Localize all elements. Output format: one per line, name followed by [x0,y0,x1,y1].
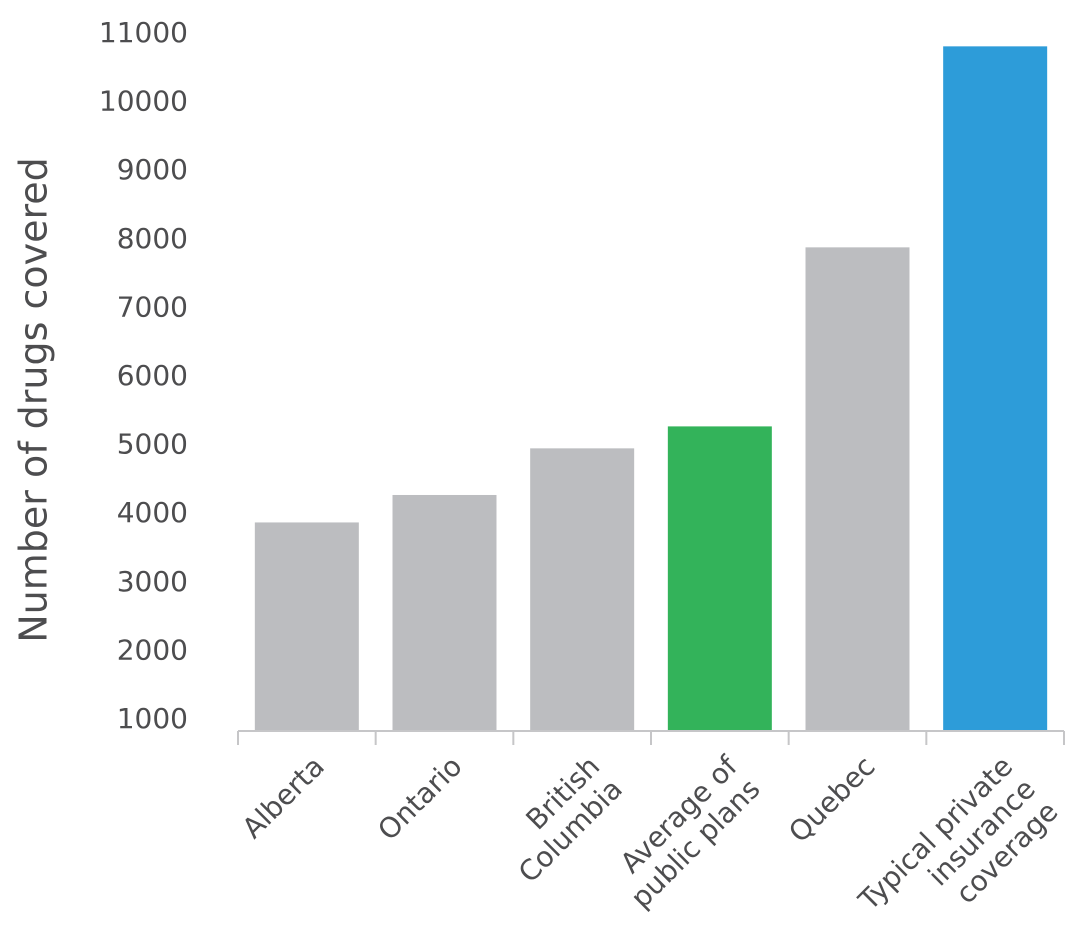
y-tick-label: 11000 [99,16,188,49]
x-tick-label-line: Alberta [236,750,331,845]
y-tick-label: 2000 [117,633,188,666]
y-axis-ticks: 1000 2000 3000 4000 5000 6000 7000 8000 9000 1000… [99,16,188,735]
bar [805,247,910,731]
y-tick-label: 1000 [117,702,188,735]
bar [943,46,1048,731]
x-tick-label-line: Ontario [371,750,468,847]
y-tick-label: 9000 [117,153,188,186]
y-tick-label: 5000 [117,428,188,461]
x-axis [237,730,1065,745]
x-tick-label: Average ofpublic plans [602,749,768,915]
y-tick-label: 6000 [117,359,188,392]
x-tick-label: Alberta [236,750,331,845]
bar [667,426,772,731]
x-tick-label: BritishColumbia [489,750,628,889]
y-tick-label: 7000 [117,290,188,323]
bar [254,522,359,731]
y-tick-label: 4000 [117,496,188,529]
y-axis-title: Number of drugs covered [12,157,56,643]
y-tick-label: 3000 [117,565,188,598]
bar [530,448,635,731]
x-tick-label: Ontario [371,750,468,847]
y-tick-label: 8000 [117,222,188,255]
bar [392,494,497,731]
x-tick-label: Quebec [782,750,881,849]
bars [254,46,1048,731]
y-tick-label: 10000 [99,85,188,118]
x-tick-label-line: Quebec [782,750,881,849]
x-tick-label: Typical privateinsurancecoverage [852,750,1065,952]
